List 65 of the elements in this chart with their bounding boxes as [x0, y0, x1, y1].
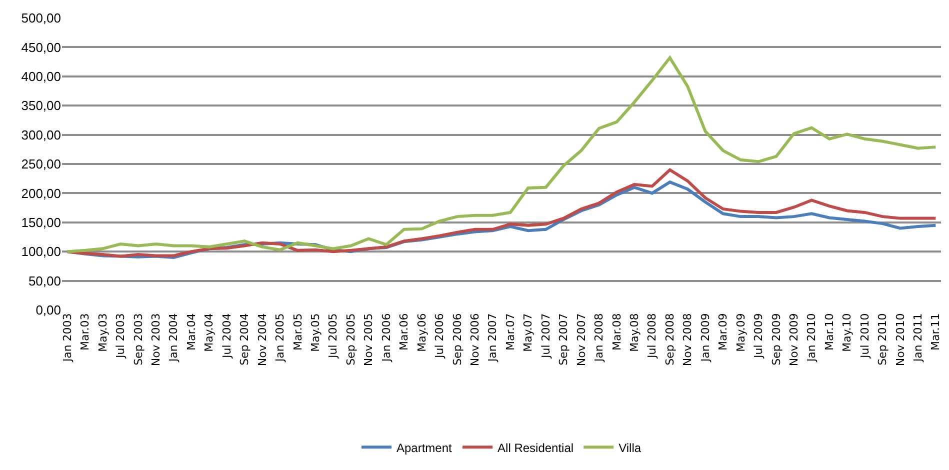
x-tick-label: Nov 2006	[468, 313, 482, 366]
x-tick-label: Mar.06	[398, 313, 411, 350]
x-tick-label: May.06	[415, 313, 428, 352]
x-tick-label: Jul 2003	[114, 313, 128, 359]
x-tick-label: May.09	[734, 313, 748, 352]
legend-label: Apartment	[396, 440, 453, 455]
x-tick-label: Jan 2007	[486, 313, 500, 363]
x-tick-label: Jan 2010	[805, 313, 818, 363]
x-tick-label: Jan 2006	[380, 313, 393, 363]
y-tick-label: 100,00	[21, 244, 61, 260]
x-tick-label: Jan 2011	[912, 313, 925, 363]
x-tick-label: Jan 2005	[274, 313, 287, 363]
x-tick-label: Sep 2009	[770, 313, 783, 366]
y-tick-label: 450,00	[21, 40, 61, 55]
x-tick-label: Nov 2004	[256, 313, 269, 366]
x-tick-label: Sep 2010	[876, 313, 890, 366]
x-tick-label: Sep 2006	[450, 313, 464, 366]
x-tick-label: May.08	[628, 313, 641, 352]
y-tick-label: 350,00	[21, 98, 61, 114]
x-tick-label: Jan 2009	[698, 313, 712, 363]
x-tick-label: Mar.05	[291, 313, 304, 350]
x-tick-label: Sep 2003	[132, 313, 145, 366]
line-series	[66, 56, 938, 254]
x-tick-label: May.10	[840, 313, 854, 352]
y-tick-label: 50,00	[28, 273, 61, 288]
x-tick-label: May.03	[96, 313, 110, 352]
x-tick-label: Mar.11	[929, 313, 942, 350]
x-tick-label: Jul 2004	[220, 313, 234, 359]
x-tick-label: Jan 2003	[60, 313, 74, 363]
y-tick-label: 300,00	[21, 127, 61, 142]
x-tick-label: Mar.03	[78, 313, 92, 350]
x-tick-label: May.05	[308, 313, 322, 352]
x-tick-label: Nov 2010	[894, 313, 907, 366]
x-tick-label: Jul 2008	[646, 313, 659, 359]
y-tick-label: 500,00	[21, 10, 61, 26]
x-tick-label: Jul 2010	[858, 313, 872, 359]
x-tick-label: Sep 2004	[238, 313, 252, 366]
x-tick-label: Nov 2007	[574, 313, 588, 366]
x-tick-label: Nov 2003	[150, 313, 163, 366]
x-tick-label: Nov 2005	[362, 313, 376, 366]
x-tick-label: Sep 2008	[663, 313, 676, 366]
x-tick-label: Jul 2009	[752, 313, 766, 359]
x-tick-label: Mar.04	[184, 313, 198, 350]
x-tick-label: Mar.10	[822, 313, 836, 350]
y-tick-label: 150,00	[21, 214, 61, 230]
x-tick-label: Mar.08	[610, 313, 624, 350]
y-tick-label: 200,00	[21, 186, 61, 201]
x-tick-label: May.07	[522, 313, 535, 352]
x-tick-label: Sep 2007	[557, 313, 570, 366]
x-tick-label: Sep 2005	[344, 313, 358, 366]
legend-label: All Residential	[498, 440, 574, 455]
y-tick-label: 400,00	[21, 68, 61, 84]
y-tick-label: 250,00	[21, 156, 61, 172]
x-tick-label: Mar.09	[716, 313, 730, 350]
x-tick-label: Jul 2005	[326, 313, 340, 359]
x-tick-label: Jul 2007	[539, 313, 552, 359]
x-tick-label: May.04	[202, 313, 216, 352]
x-tick-label: Mar.07	[504, 313, 517, 350]
y-tick-label: 0,00	[36, 302, 61, 318]
x-tick-label: Jul 2006	[433, 313, 446, 359]
x-tick-label: Jan 2004	[167, 313, 180, 363]
legend-label: Villa	[618, 440, 642, 455]
x-tick-label: Jan 2008	[592, 313, 606, 363]
x-tick-label: Nov 2009	[787, 313, 800, 366]
x-tick-label: Nov 2008	[681, 313, 694, 366]
